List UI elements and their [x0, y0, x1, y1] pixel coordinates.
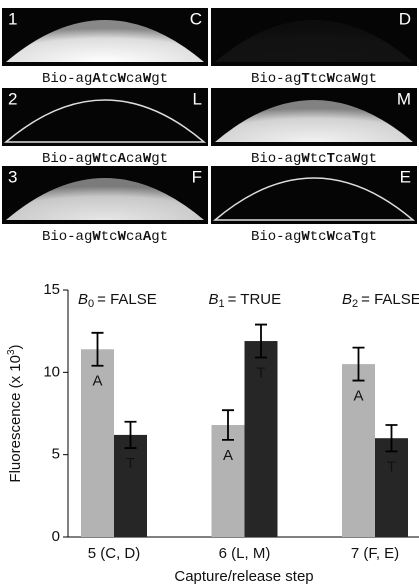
sequence-part: tc: [310, 229, 327, 245]
sequence-part: tc: [101, 229, 118, 245]
annotation-text: = FALSE: [97, 291, 157, 308]
sequence-part: ca: [126, 229, 143, 245]
sequence-part: Bio-ag: [42, 71, 92, 87]
x-tick-label: 6 (L, M): [219, 545, 271, 562]
sequence-part: tc: [101, 71, 118, 87]
panel-letter: C: [190, 9, 202, 28]
annotation-subscript: 0: [88, 298, 94, 310]
sequence-part: Bio-ag: [251, 71, 301, 87]
sequence-part: tc: [310, 71, 327, 87]
annotation-subscript: 1: [219, 298, 225, 310]
sequence-part: ca: [335, 71, 352, 87]
annotation-text: = TRUE: [228, 291, 282, 308]
y-tick-label: 5: [52, 446, 60, 463]
sequence: Bio-agAtcWcaWgt: [42, 71, 168, 87]
panel-number: 1: [8, 9, 17, 28]
x-axis-label: Capture/release step: [174, 568, 313, 585]
sequence-part: Bio-ag: [251, 229, 301, 245]
bar-label: A: [223, 447, 233, 464]
sequence-part: gt: [360, 71, 377, 87]
sequence-part: tc: [310, 151, 327, 167]
sequence-part: T: [301, 71, 309, 87]
bar: [375, 438, 408, 537]
sequence-part: gt: [360, 229, 377, 245]
sequence-part: ca: [335, 151, 352, 167]
bar-label: A: [92, 373, 102, 390]
annotation-subscript: 2: [352, 298, 358, 310]
panel-letter: M: [397, 89, 411, 108]
sequence-part: Bio-ag: [42, 229, 92, 245]
y-axis-label: Fluorescence (x 103): [6, 344, 24, 482]
panel-number: 2: [8, 89, 17, 108]
sequence-part: gt: [151, 71, 168, 87]
image: [211, 166, 417, 224]
y-axis-label-text: Fluorescence (x 10: [7, 355, 24, 483]
sequence: Bio-agWtcTcaWgt: [251, 151, 377, 167]
panel-letter: D: [399, 9, 411, 28]
sequence-part: ca: [126, 71, 143, 87]
annotation: B1= TRUE: [209, 291, 282, 310]
annotation: B2= FALSE: [342, 291, 419, 310]
panel-letter: F: [192, 167, 202, 186]
bar-label: A: [353, 388, 363, 405]
y-tick-label: 10: [43, 363, 60, 380]
sequence-part: T: [352, 229, 360, 245]
bar-label: T: [256, 364, 265, 381]
annotation-text: = FALSE: [361, 291, 419, 308]
figure: 1 C Bio-agAtcWcaWgt D Bio-agTtcWcaWgt 2 L Bio-a…: [0, 0, 419, 587]
bar-label: T: [126, 455, 135, 472]
y-axis-label-end: ): [7, 344, 24, 349]
sequence-part: Bio-ag: [42, 151, 92, 167]
x-tick-label: 5 (C, D): [88, 545, 141, 562]
sequence-part: Bio-ag: [251, 151, 301, 167]
sequence-part: ca: [126, 151, 143, 167]
bar: [114, 435, 147, 537]
annotation-symbol: B: [342, 291, 352, 308]
image: [2, 88, 208, 146]
annotation: B0= FALSE: [78, 291, 157, 310]
sequence-part: tc: [101, 151, 118, 167]
y-tick-label: 0: [52, 528, 60, 545]
bar: [212, 425, 245, 537]
sequence: Bio-agTtcWcaWgt: [251, 71, 377, 87]
annotation-symbol: B: [209, 291, 219, 308]
image-panels: 1 C Bio-agAtcWcaWgt D Bio-agTtcWcaWgt 2 L Bio-a…: [2, 8, 417, 245]
y-tick-label: 15: [43, 281, 60, 298]
bar-label: T: [387, 458, 396, 475]
sequence-part: gt: [360, 151, 377, 167]
sequence-part: ca: [335, 229, 352, 245]
sequence: Bio-agWtcAcaWgt: [42, 151, 168, 167]
x-tick-label: 7 (F, E): [351, 545, 399, 562]
sequence-part: gt: [151, 151, 168, 167]
panel-number: 3: [8, 167, 17, 186]
sequence: Bio-agWtcWcaAgt: [42, 229, 168, 245]
annotation-symbol: B: [78, 291, 88, 308]
sequence-part: T: [327, 151, 335, 167]
sequence-part: gt: [151, 229, 168, 245]
sequence: Bio-agWtcWcaTgt: [251, 229, 377, 245]
panel-letter: E: [400, 167, 411, 186]
panel-letter: L: [193, 89, 202, 108]
